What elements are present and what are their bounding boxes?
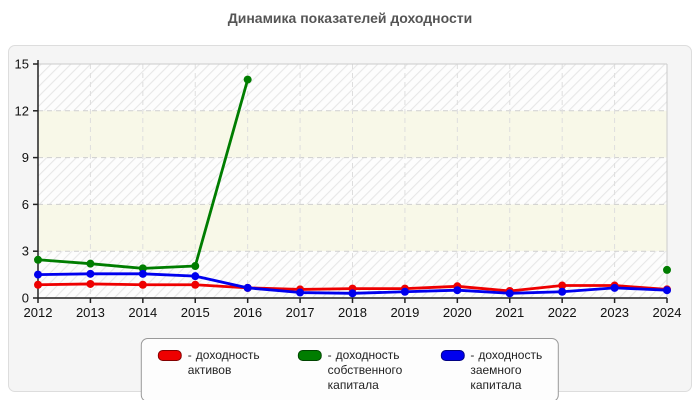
svg-text:2024: 2024 — [653, 305, 682, 320]
svg-text:2015: 2015 — [181, 305, 210, 320]
svg-text:2014: 2014 — [128, 305, 157, 320]
chart-panel: 0 3 6 9 12 15 2012 2013 2014 2015 2016 2017 2018 2019… — [8, 45, 692, 400]
svg-text:2019: 2019 — [390, 305, 419, 320]
svg-text:2013: 2013 — [76, 305, 105, 320]
page-title: Динамика показателей доходности — [227, 10, 473, 26]
svg-text:6: 6 — [22, 197, 29, 212]
legend-dash: - — [327, 348, 332, 362]
svg-text:0: 0 — [22, 291, 29, 306]
svg-text:2012: 2012 — [24, 305, 53, 320]
green-series-swatch-icon — [297, 350, 322, 361]
legend-label-assets: доходность активов — [187, 348, 260, 377]
svg-text:9: 9 — [22, 150, 29, 165]
svg-text:2017: 2017 — [286, 305, 315, 320]
svg-text:2023: 2023 — [600, 305, 629, 320]
line-chart-plot: 0 3 6 9 12 15 2012 2013 2014 2015 2016 2017 2018 2019… — [15, 57, 682, 321]
legend-label-debt: доходность заемного капитала — [470, 348, 543, 392]
blue-series-swatch-icon — [440, 350, 465, 361]
svg-text:3: 3 — [22, 244, 29, 259]
svg-text:2020: 2020 — [443, 305, 472, 320]
chart-legend: - доходность активов - доходность собствен… — [140, 338, 560, 400]
svg-text:12: 12 — [15, 103, 29, 118]
svg-text:2018: 2018 — [338, 305, 367, 320]
svg-text:2022: 2022 — [548, 305, 577, 320]
legend-label-equity: доходность собственного капитала — [327, 348, 403, 392]
legend-dash: - — [470, 348, 475, 362]
legend-item-assets: - доходность активов — [157, 348, 260, 378]
red-series-swatch-icon — [157, 350, 182, 361]
legend-item-debt: - доходность заемного капитала — [440, 348, 542, 393]
svg-text:2016: 2016 — [233, 305, 262, 320]
svg-text:15: 15 — [15, 57, 29, 72]
svg-text:2021: 2021 — [495, 305, 524, 320]
legend-item-equity: - доходность собственного капитала — [297, 348, 403, 393]
legend-dash: - — [187, 348, 192, 362]
